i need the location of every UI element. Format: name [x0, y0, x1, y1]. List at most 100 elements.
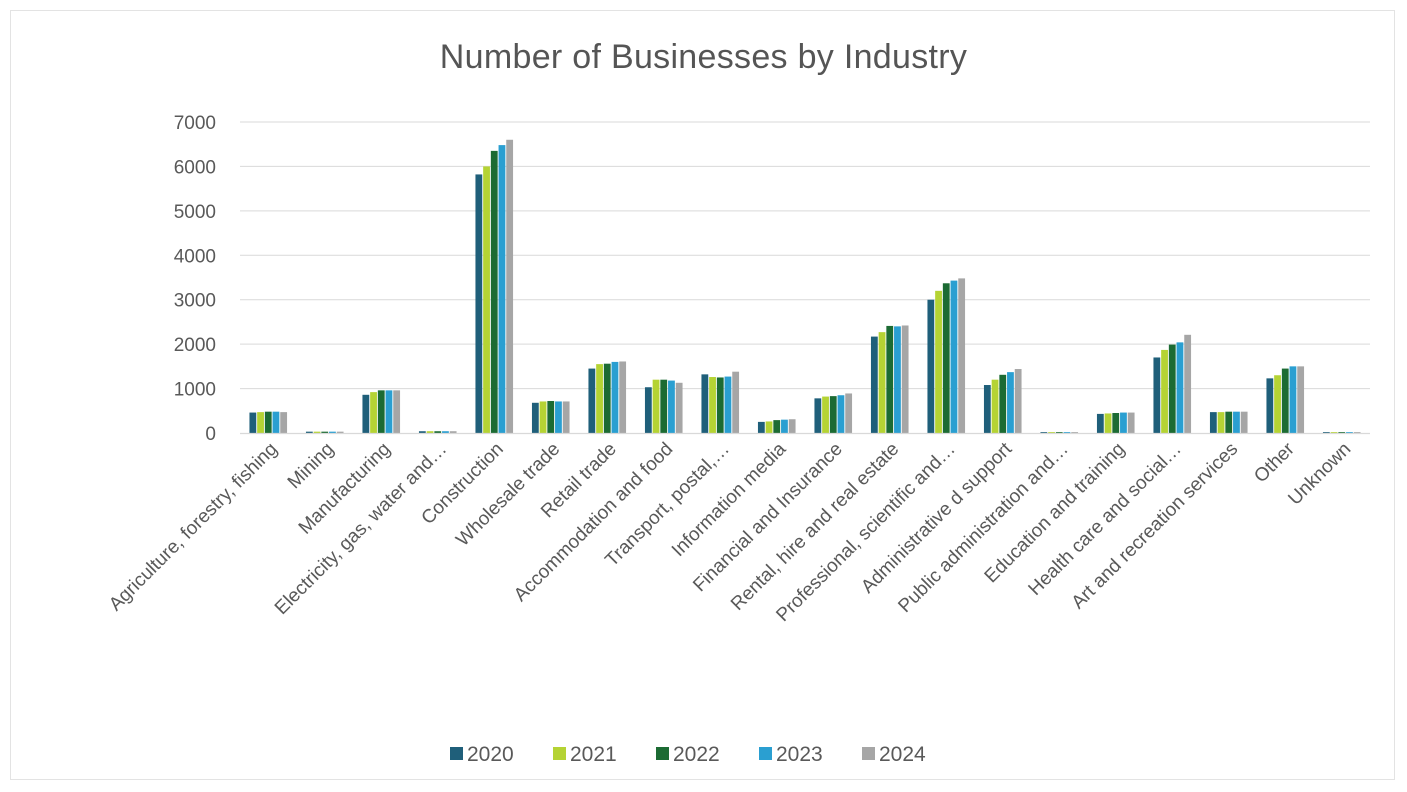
y-tick-label: 1000 [174, 380, 216, 401]
x-tick-label: Other [1250, 438, 1299, 487]
legend-label: 2020 [467, 743, 514, 766]
bar [490, 150, 498, 433]
legend-swatch [862, 747, 875, 760]
bar [870, 336, 878, 433]
bar [506, 139, 514, 433]
legend-item: 2023 [759, 743, 823, 766]
bar [991, 379, 999, 433]
legend-swatch [450, 747, 463, 760]
bar [886, 325, 894, 433]
legend: 2020 2021 2022 2023 2024 [450, 743, 926, 766]
bar [249, 412, 257, 433]
bar [1014, 369, 1022, 433]
legend-item: 2024 [862, 743, 926, 766]
bar [724, 376, 732, 433]
bar [1096, 413, 1104, 433]
bar [531, 402, 539, 433]
y-tick-label: 6000 [174, 157, 216, 178]
bar [901, 325, 909, 433]
bar [958, 278, 966, 433]
bar [1127, 412, 1135, 433]
legend-label: 2021 [570, 743, 617, 766]
bar [1297, 366, 1305, 433]
bar [935, 290, 942, 433]
bar [837, 395, 845, 433]
bar [1217, 412, 1225, 433]
bar [418, 431, 426, 433]
bar [950, 280, 958, 433]
bar [336, 431, 344, 433]
legend-swatch [759, 747, 772, 760]
bar [829, 396, 837, 433]
bar [716, 377, 724, 433]
bar [1233, 411, 1240, 433]
x-tick-label: Unknown [1284, 439, 1355, 510]
legend-item: 2021 [553, 743, 617, 766]
bar [475, 174, 483, 433]
bar [675, 382, 683, 433]
bar [942, 283, 950, 433]
bar [1338, 432, 1346, 433]
bar [999, 374, 1007, 433]
bar [668, 380, 675, 433]
bar [1322, 432, 1330, 433]
bar [370, 392, 377, 433]
bar [732, 371, 740, 433]
x-tick-label: Agriculture, forestry, fishing [105, 439, 282, 616]
bar [362, 394, 370, 433]
bar [1120, 412, 1127, 433]
bar [1048, 432, 1055, 433]
bar [788, 419, 796, 433]
y-tick-label: 4000 [174, 246, 216, 267]
bar [709, 377, 716, 433]
bar [280, 412, 288, 433]
bar [1104, 413, 1112, 433]
x-tick-label: Mining [284, 439, 338, 493]
legend-item: 2020 [450, 743, 514, 766]
bar [603, 363, 611, 433]
bar [878, 332, 886, 433]
bar [377, 390, 385, 433]
legend-swatch [553, 747, 566, 760]
bar [1225, 411, 1233, 433]
bar [1063, 432, 1071, 433]
bar [442, 431, 449, 433]
bar [385, 390, 393, 433]
bar [1112, 413, 1120, 433]
x-axis-category-labels: Agriculture, forestry, fishing MiningManu… [105, 438, 1355, 626]
legend-label: 2024 [879, 743, 926, 766]
bar [814, 398, 822, 433]
bar [272, 411, 280, 433]
bar [555, 401, 562, 433]
legend-label: 2023 [776, 743, 823, 766]
bar [660, 379, 668, 433]
bars [249, 139, 1361, 434]
bar [393, 390, 401, 433]
y-tick-label: 2000 [174, 335, 216, 356]
y-tick-label: 5000 [174, 202, 216, 223]
bar [434, 431, 442, 433]
bar [927, 299, 935, 433]
bar [765, 421, 773, 433]
y-tick-label: 3000 [174, 291, 216, 312]
bar [1353, 432, 1361, 433]
y-tick-label: 7000 [174, 113, 216, 134]
bar [652, 379, 660, 433]
chart-title: Number of Businesses by Industry [439, 38, 968, 76]
y-tick-label: 0 [205, 424, 216, 445]
bar [498, 145, 506, 434]
bar [773, 420, 781, 433]
bar [1209, 412, 1217, 433]
bar [1330, 432, 1338, 433]
bar [1055, 432, 1063, 433]
bar [1161, 349, 1168, 433]
bar [781, 419, 788, 433]
bar [329, 431, 336, 433]
bar [1071, 432, 1079, 433]
y-axis-ticks: 0 1000 2000 3000 4000 5000 6000 7000 [174, 113, 216, 445]
bar [596, 364, 603, 433]
gridlines [240, 121, 1370, 390]
bar [701, 374, 709, 433]
bar [1289, 366, 1297, 433]
